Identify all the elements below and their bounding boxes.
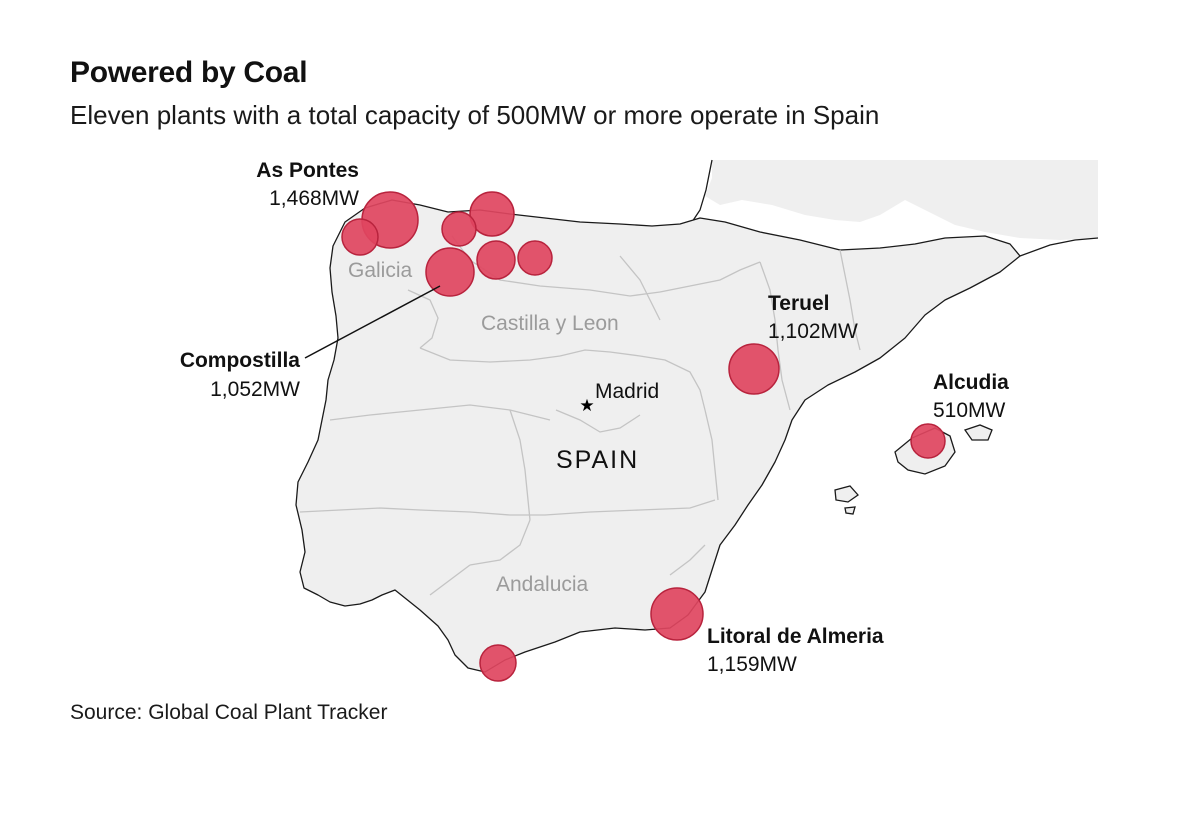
- plant-bubbles: [341, 191, 946, 682]
- country-label: SPAIN: [556, 446, 639, 474]
- plant-bubble-alcudia: [910, 423, 946, 459]
- plant-label-teruel: Teruel: [768, 292, 829, 315]
- plant-bubble-teruel: [728, 343, 780, 395]
- region-label-galicia: Galicia: [348, 259, 413, 282]
- plant-label-alcudia: Alcudia: [933, 371, 1009, 394]
- plant-bubble: [341, 218, 379, 256]
- region-label-andalucia: Andalucia: [496, 573, 589, 596]
- star-icon: ★: [579, 396, 594, 415]
- plant-label-compostilla: Compostilla: [180, 349, 300, 372]
- plant-capacity-alcudia: 510MW: [933, 399, 1006, 422]
- ibiza: [834, 485, 859, 503]
- plant-label-as-pontes: As Pontes: [256, 159, 359, 182]
- plant-capacity-as-pontes: 1,468MW: [269, 187, 359, 210]
- compostilla-leader-line: [304, 285, 441, 359]
- plant-capacity-compostilla: 1,052MW: [210, 378, 300, 401]
- france-coast: [691, 159, 713, 223]
- plant-bubble: [479, 644, 517, 682]
- plant-bubble: [517, 240, 553, 276]
- plant-label-litoral-de-almeria: Litoral de Almeria: [707, 625, 884, 648]
- plant-capacity-litoral-de-almeria: 1,159MW: [707, 653, 797, 676]
- plant-bubble-litoral-de-almeria: [650, 587, 704, 641]
- france-land: [705, 160, 1098, 240]
- formentera: [844, 506, 856, 515]
- plant-bubble-compostilla: [425, 247, 475, 297]
- france-coast-med: [1019, 237, 1099, 257]
- menorca: [963, 424, 993, 441]
- chart-subtitle: Eleven plants with a total capacity of 5…: [70, 100, 880, 130]
- plant-bubble: [441, 211, 477, 247]
- region-borders: [299, 235, 861, 596]
- plant-bubble: [476, 240, 516, 280]
- chart-title: Powered by Coal: [70, 56, 308, 89]
- plant-capacity-teruel: 1,102MW: [768, 320, 858, 343]
- region-label-castilla-y-leon: Castilla y Leon: [481, 312, 619, 335]
- source-note: Source: Global Coal Plant Tracker: [70, 701, 388, 724]
- plant-bubble: [469, 191, 515, 237]
- capital-label: Madrid: [595, 380, 659, 403]
